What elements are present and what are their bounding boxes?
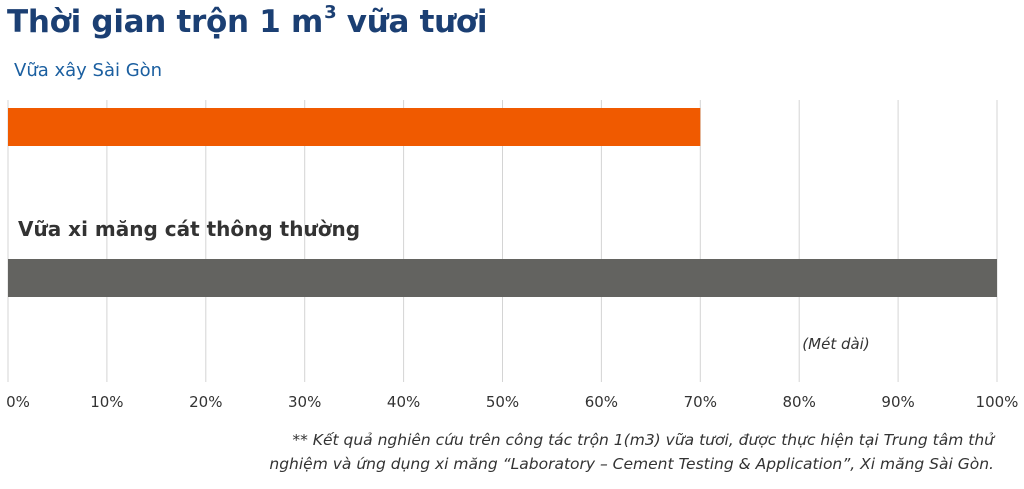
x-tick-label: 10%	[90, 393, 123, 411]
chart-title: Thời gian trộn 1 m3 vữa tươi	[7, 2, 488, 40]
x-tick-label: 100%	[976, 393, 1019, 411]
bar	[8, 108, 701, 146]
footnote-line-2: nghiệm và ứng dụng xi măng “Laboratory –…	[269, 455, 994, 473]
x-tick-label: 40%	[387, 393, 420, 411]
footnote-line-1: ** Kết quả nghiên cứu trên công tác trộn…	[292, 431, 994, 449]
x-tick-label: 0%	[6, 393, 30, 411]
unit-note: (Mét dài)	[802, 335, 869, 353]
x-tick-label: 30%	[288, 393, 321, 411]
bar	[8, 259, 997, 297]
footnote: ** Kết quả nghiên cứu trên công tác trộn…	[234, 428, 994, 476]
x-tick-label: 50%	[486, 393, 519, 411]
chart-title-main: Thời gian trộn 1 m	[7, 4, 324, 40]
x-tick-label: 70%	[684, 393, 717, 411]
x-tick-label: 20%	[189, 393, 222, 411]
bar-chart: 0% 10% 20% 30% 40% 50% 60% 70% 80% 90% 100% Vữa xây…	[6, 60, 1019, 411]
chart-title-superscript: 3	[324, 2, 337, 23]
category-label: Vữa xi măng cát thông thường	[18, 217, 360, 241]
x-tick-label: 60%	[585, 393, 618, 411]
x-tick-label: 80%	[783, 393, 816, 411]
x-tick-label: 90%	[881, 393, 914, 411]
category-label: Vữa xây Sài Gòn	[14, 60, 162, 81]
chart-title-suffix: vữa tươi	[336, 4, 488, 40]
